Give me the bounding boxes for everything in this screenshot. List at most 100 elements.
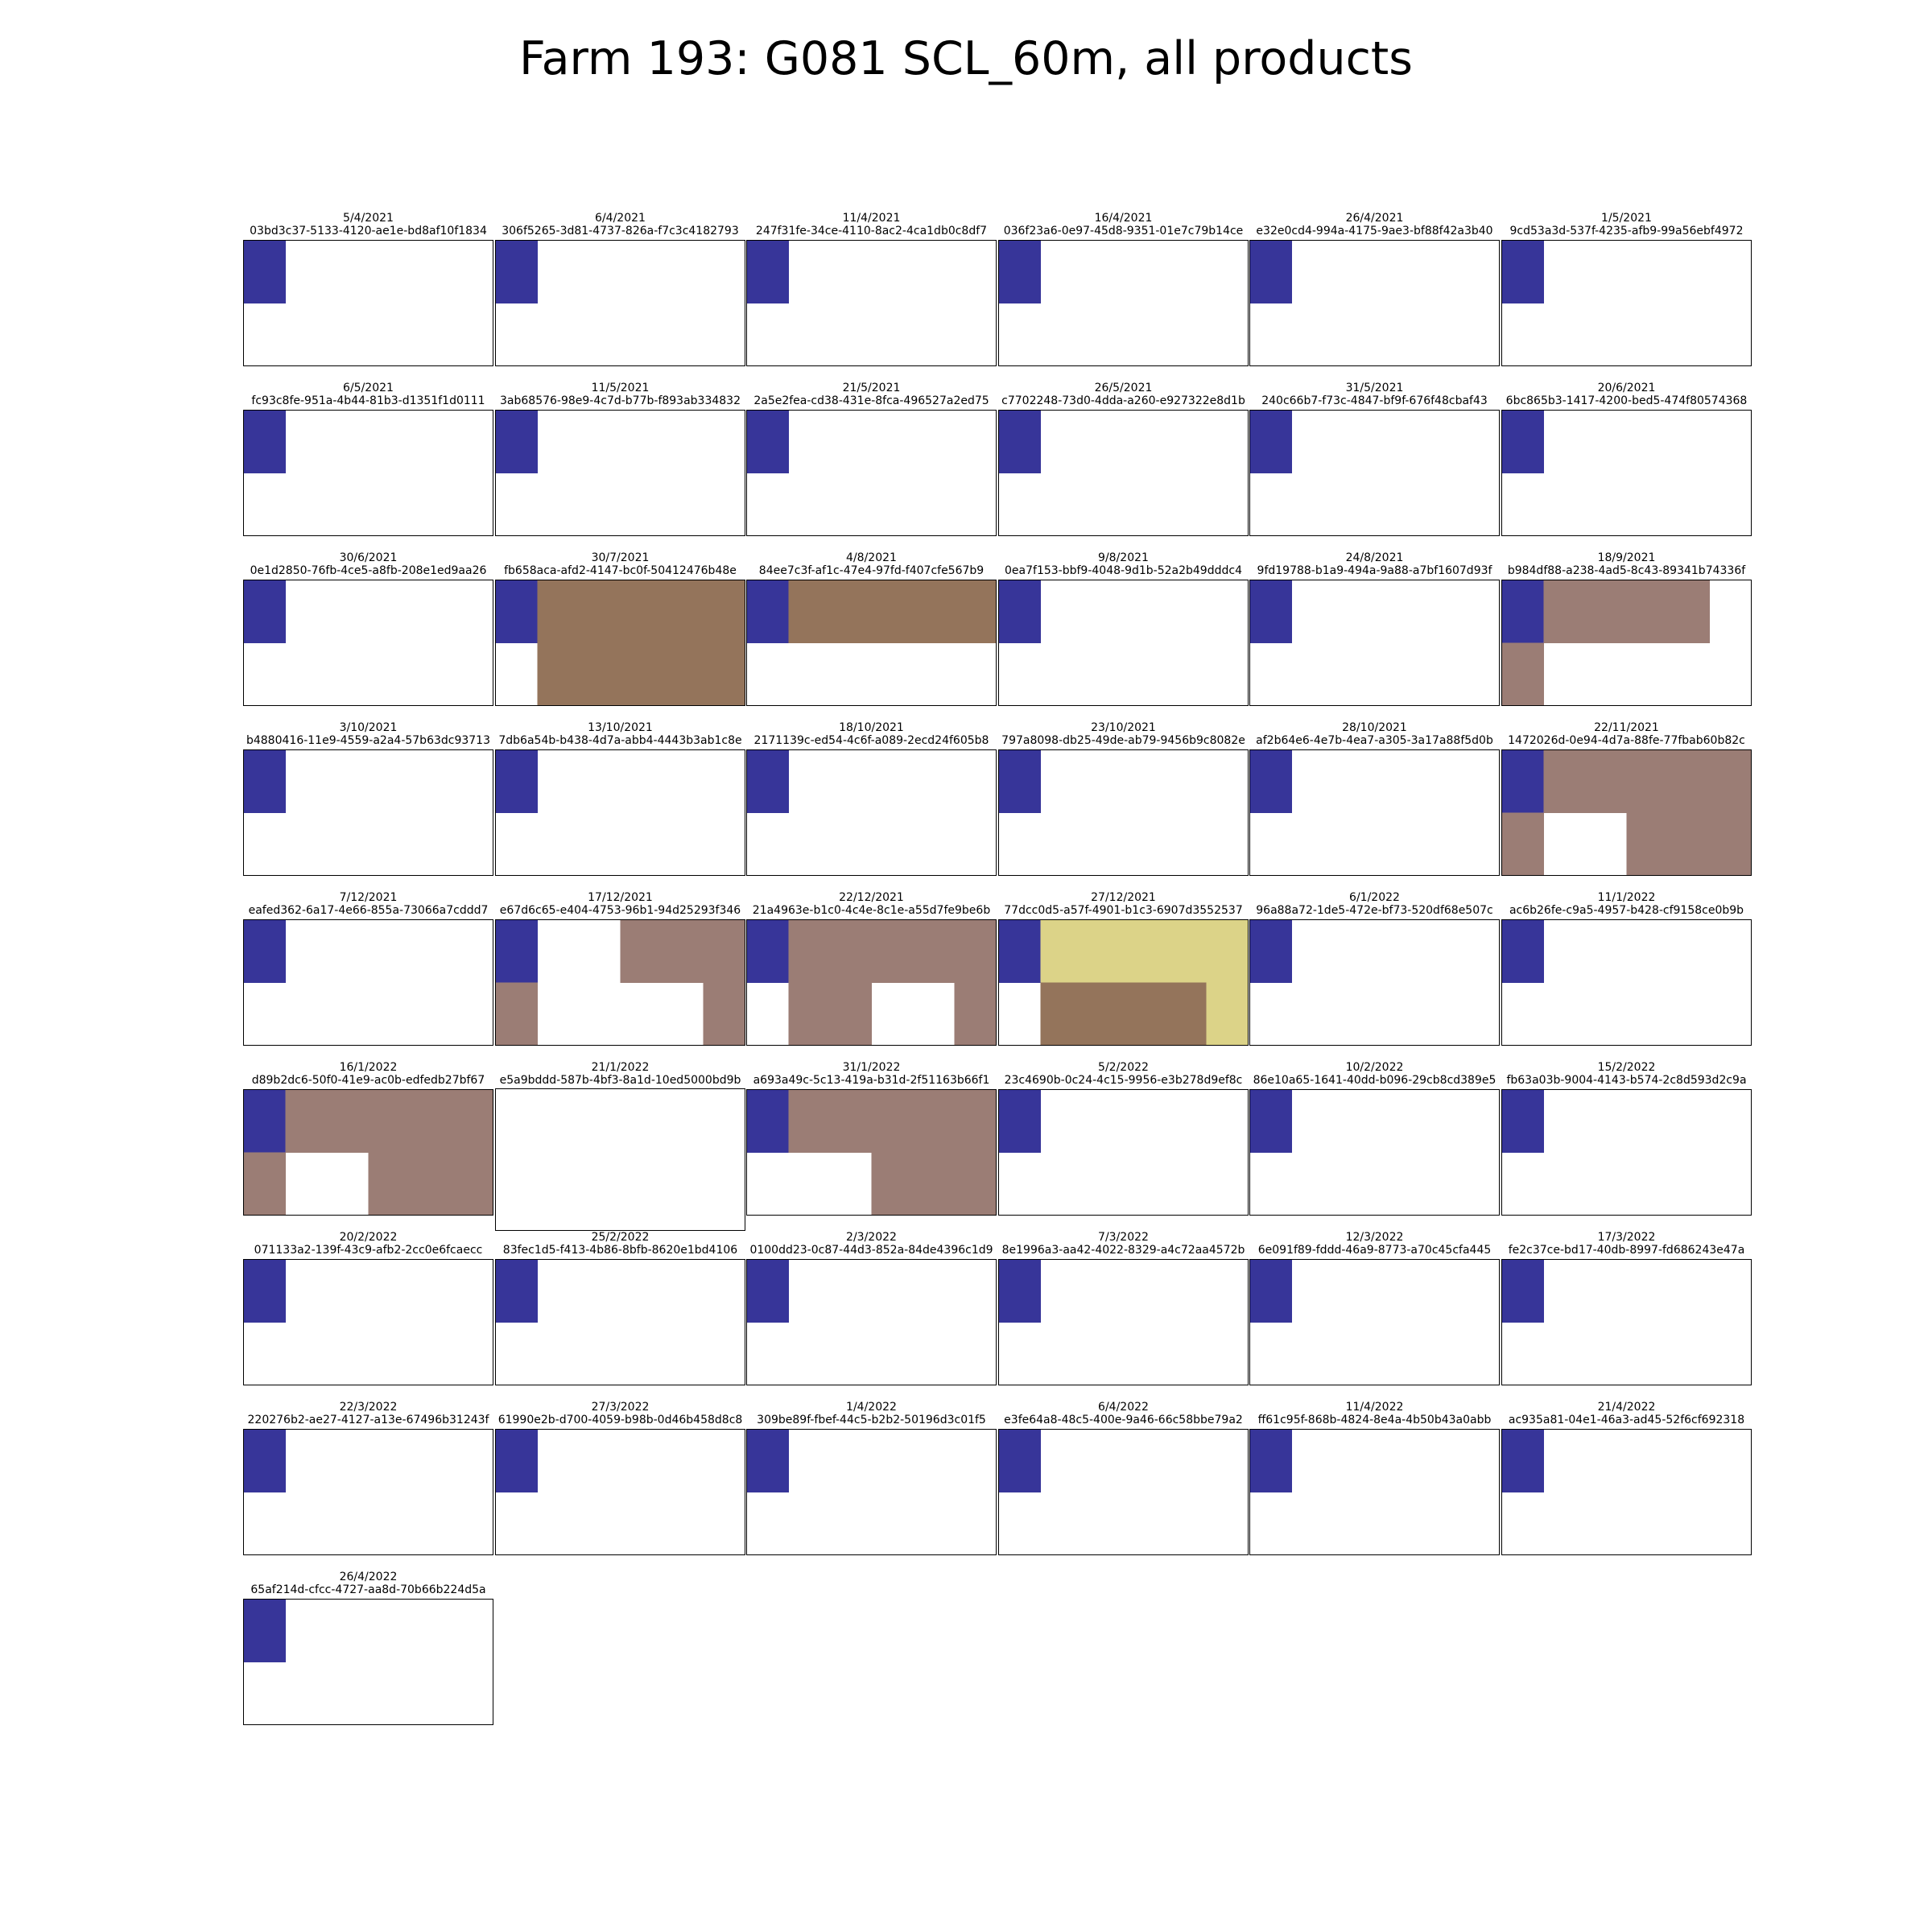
scl-map [746, 580, 997, 706]
scl-pixel-greybrown [954, 920, 996, 983]
scl-map [746, 240, 997, 366]
scl-map [243, 749, 493, 876]
panel-date: 22/12/2021 [839, 891, 904, 904]
scl-map-svg [999, 241, 1041, 303]
scl-map-svg [244, 580, 286, 643]
scl-pixel-blue [1250, 1260, 1292, 1323]
panel-date: 16/4/2021 [1094, 212, 1153, 225]
panel-date: 11/4/2022 [1345, 1401, 1404, 1414]
scl-pixel-blue [999, 750, 1041, 813]
scl-map-svg [999, 411, 1041, 473]
scl-map [1501, 1259, 1752, 1385]
scl-pixel-greybrown [285, 1090, 369, 1153]
panel-date: 22/11/2021 [1594, 721, 1659, 734]
panel-id: 21a4963e-b1c0-4c4e-8c1e-a55d7fe9be6b [752, 904, 991, 917]
scl-pixel-greybrown [451, 1090, 493, 1153]
panel-date: 26/4/2021 [1345, 212, 1404, 225]
scl-pixel-blue [496, 1260, 538, 1323]
scl-pixel-greybrown [368, 1152, 452, 1215]
scl-pixel-blue [244, 1260, 286, 1323]
panel-date: 17/3/2022 [1597, 1231, 1656, 1244]
panel-id: ac6b26fe-c9a5-4957-b428-cf9158ce0b9b [1509, 904, 1744, 917]
scl-pixel-khaki [1040, 920, 1124, 983]
panel-id: a693a49c-5c13-419a-b31d-2f51163b66f1 [753, 1074, 990, 1087]
scl-map-svg [747, 1090, 996, 1215]
scl-pixel-blue [1502, 580, 1544, 643]
panel-id: 61990e2b-d700-4059-b98b-0d46b458d8c8 [497, 1414, 743, 1426]
scl-map-svg [1502, 1090, 1544, 1153]
scl-pixel-blue [244, 580, 286, 643]
panel-date: 6/5/2021 [343, 382, 394, 394]
panel-date: 3/10/2021 [339, 721, 398, 734]
scl-pixel-blue [244, 920, 286, 983]
panel-id: 9fd19788-b1a9-494a-9a88-a7bf1607d93f [1257, 564, 1492, 577]
scl-map-svg [496, 241, 538, 303]
scl-pixel-brown [537, 580, 621, 643]
panel-id: 240c66b7-f73c-4847-bf9f-676f48cbaf43 [1261, 394, 1488, 407]
scl-map [998, 240, 1249, 366]
scl-pixel-blue [1250, 920, 1292, 983]
panel-id: ff61c95f-868b-4824-8e4a-4b50b43a0abb [1257, 1414, 1492, 1426]
scl-pixel-blue [747, 411, 789, 473]
panel-id: 247f31fe-34ce-4110-8ac2-4ca1db0c8df7 [755, 225, 988, 237]
scl-pixel-greybrown [954, 1152, 996, 1215]
scl-map-svg [747, 1430, 789, 1492]
scl-map-svg [244, 411, 286, 473]
scl-map-svg [999, 1090, 1041, 1153]
scl-map [1249, 1089, 1500, 1216]
scl-map-svg [1250, 411, 1292, 473]
scl-map-svg [496, 920, 745, 1045]
scl-pixel-blue [1502, 1090, 1544, 1153]
scl-pixel-greybrown [788, 920, 872, 983]
scl-map [495, 1088, 745, 1231]
panel-date: 13/10/2021 [588, 721, 653, 734]
panel-id: af2b64e6-4e7b-4ea7-a305-3a17a88f5d0b [1256, 734, 1493, 747]
panel-date: 20/6/2021 [1597, 382, 1656, 394]
scl-map-svg [747, 241, 789, 303]
panel-date: 31/5/2021 [1345, 382, 1404, 394]
panel-id: fc93c8fe-951a-4b44-81b3-d1351f1d0111 [251, 394, 485, 407]
scl-map [1501, 580, 1752, 706]
scl-pixel-blue [999, 580, 1041, 643]
scl-pixel-blue [1502, 1430, 1544, 1492]
scl-map-svg [496, 411, 538, 473]
panel-id: 309be89f-fbef-44c5-b2b2-50196d3c01f5 [757, 1414, 986, 1426]
panel-id: 797a8098-db25-49de-ab79-9456b9c8082e [1001, 734, 1245, 747]
scl-map [495, 410, 745, 536]
panel-id: 306f5265-3d81-4737-826a-f7c3c4182793 [502, 225, 739, 237]
scl-pixel-blue [496, 920, 538, 983]
scl-map [1249, 580, 1500, 706]
scl-map [243, 410, 493, 536]
panel-id: 6bc865b3-1417-4200-bed5-474f80574368 [1505, 394, 1748, 407]
scl-pixel-blue [999, 241, 1041, 303]
scl-pixel-blue [1250, 1090, 1292, 1153]
scl-map-svg [747, 750, 789, 813]
panel-date: 30/7/2021 [591, 551, 650, 564]
panel-id: 1472026d-0e94-4d7a-88fe-77fbab60b82c [1508, 734, 1745, 747]
panel-date: 5/4/2021 [343, 212, 394, 225]
scl-pixel-brown [954, 580, 996, 643]
panel-id: d89b2dc6-50f0-41e9-ac0b-edfedb27bf67 [251, 1074, 485, 1087]
scl-pixel-blue [1250, 241, 1292, 303]
panel-date: 18/9/2021 [1597, 551, 1656, 564]
panel-date: 6/4/2022 [1098, 1401, 1149, 1414]
scl-map [746, 749, 997, 876]
panel-date: 24/8/2021 [1345, 551, 1404, 564]
panel-id: eafed362-6a17-4e66-855a-73066a7cddd7 [248, 904, 489, 917]
scl-map-svg [747, 580, 996, 643]
scl-map [495, 749, 745, 876]
scl-pixel-blue [747, 920, 789, 983]
scl-pixel-brown [537, 642, 621, 705]
scl-map [243, 1429, 493, 1555]
panel-date: 5/2/2022 [1098, 1061, 1149, 1074]
panel-id: 9cd53a3d-537f-4235-afb9-99a56ebf4972 [1509, 225, 1744, 237]
panel-date: 23/10/2021 [1091, 721, 1156, 734]
scl-pixel-blue [1250, 411, 1292, 473]
panel-date: 17/12/2021 [588, 891, 653, 904]
panel-id: 0ea7f153-bbf9-4048-9d1b-52a2b49dddc4 [1005, 564, 1242, 577]
scl-map [243, 240, 493, 366]
panel-id: 96a88a72-1de5-472e-bf73-520df68e507c [1256, 904, 1493, 917]
scl-map-svg [496, 1089, 745, 1230]
scl-map-svg [1502, 1260, 1544, 1323]
scl-map [746, 1259, 997, 1385]
